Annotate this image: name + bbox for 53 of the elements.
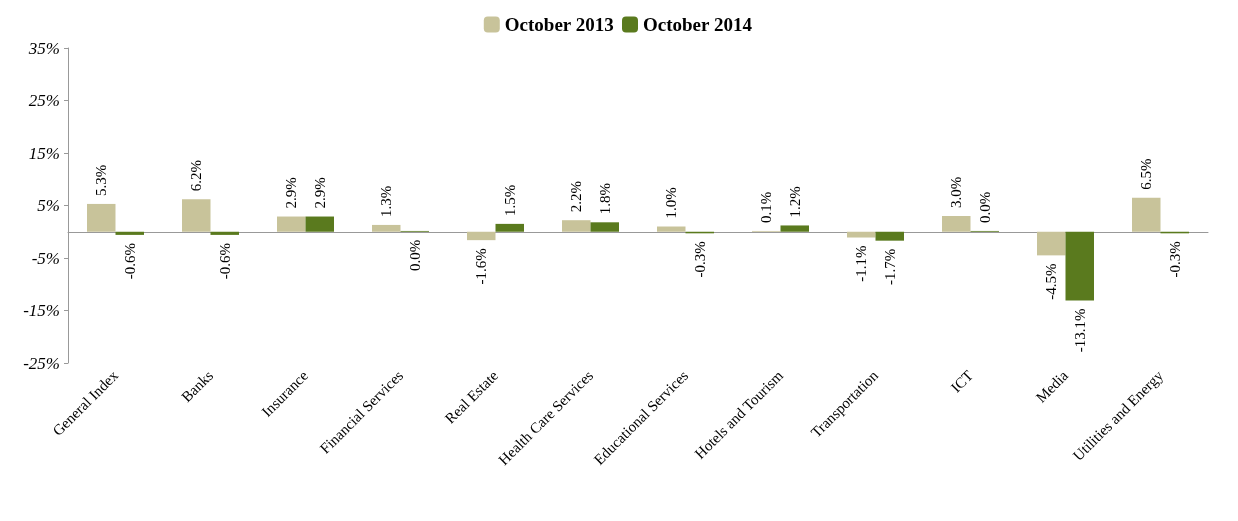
data-label: -0.6%: [121, 242, 138, 280]
y-tick-label: 25%: [28, 91, 60, 110]
bar: [87, 203, 116, 232]
data-label: -1.1%: [853, 245, 870, 282]
y-tick-label: 35%: [27, 38, 60, 58]
bar: [1037, 231, 1066, 256]
data-label: -0.3%: [691, 241, 708, 278]
data-label: 1.3%: [378, 185, 395, 217]
bar: [115, 231, 144, 235]
bar: [372, 224, 401, 232]
data-label: 1.2%: [786, 186, 803, 218]
bar: [657, 226, 686, 232]
data-label: 0.0%: [406, 239, 423, 271]
data-label: 1.8%: [596, 183, 613, 215]
bar: [277, 216, 306, 232]
data-label: 3.0%: [948, 176, 965, 208]
y-tick-label: -15%: [23, 301, 60, 320]
bar: [590, 222, 619, 232]
data-label: 2.9%: [311, 177, 328, 209]
y-tick-label: 5%: [37, 196, 60, 215]
bar: [780, 225, 809, 232]
bar: [305, 216, 334, 232]
data-label: 1.0%: [663, 187, 680, 219]
data-label: -0.6%: [216, 242, 233, 280]
y-tick-label: -5%: [31, 248, 60, 268]
data-label: -13.1%: [1071, 308, 1088, 353]
bar: [942, 216, 971, 232]
bar: [1132, 197, 1161, 232]
bar: [210, 231, 239, 235]
data-label: -0.3%: [1166, 241, 1183, 278]
bar: [495, 223, 524, 232]
bar: [182, 199, 211, 232]
y-tick-label: 15%: [28, 143, 60, 163]
data-label: 6.2%: [188, 159, 205, 192]
legend-label: October 2014: [643, 14, 753, 35]
bar: [1065, 231, 1094, 301]
bar: [875, 231, 904, 241]
x-tick-label: ICT: [947, 367, 977, 396]
data-label: 5.3%: [93, 164, 110, 196]
data-label: 2.2%: [568, 180, 585, 213]
data-label: -1.6%: [473, 248, 490, 285]
data-label: -1.7%: [881, 248, 898, 285]
y-tick-label: -25%: [23, 353, 60, 373]
legend-label: October 2013: [504, 14, 614, 35]
data-label: 0.1%: [758, 191, 775, 223]
bar: [467, 231, 496, 241]
data-label: 6.5%: [1138, 158, 1155, 190]
bar: [847, 231, 876, 238]
bar: [562, 220, 591, 232]
data-label: 0.0%: [976, 191, 993, 223]
data-label: 1.5%: [501, 184, 518, 216]
data-label: 2.9%: [283, 177, 300, 209]
data-label: -4.5%: [1043, 263, 1060, 300]
